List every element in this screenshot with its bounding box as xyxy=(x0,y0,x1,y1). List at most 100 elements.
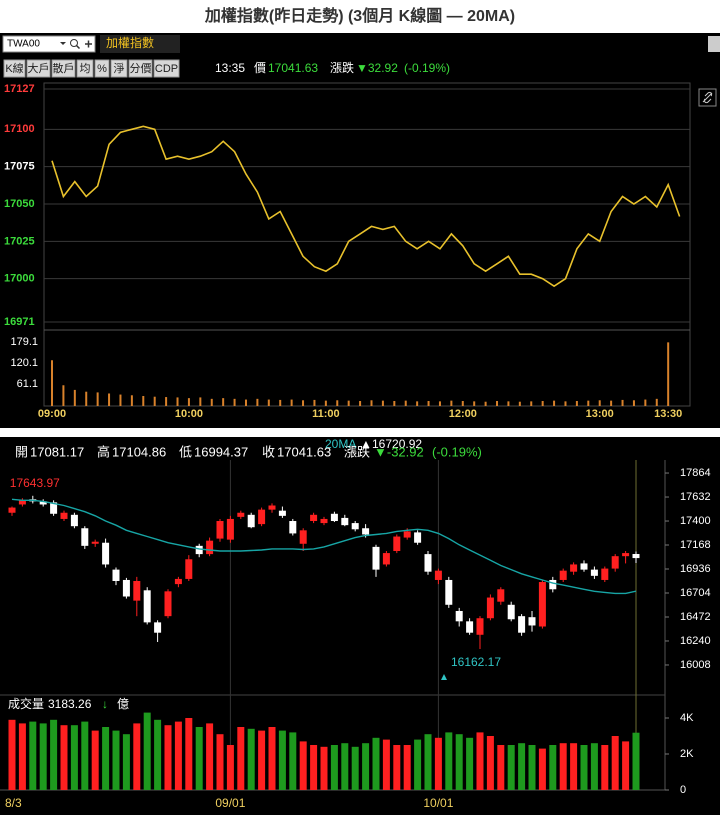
volume-bar xyxy=(587,400,590,406)
volume-bar xyxy=(414,739,422,790)
candle-body xyxy=(268,505,276,510)
link-button[interactable] xyxy=(698,88,717,107)
toolbar-button[interactable]: 均 xyxy=(76,59,94,78)
candle-body xyxy=(476,618,484,635)
candle-body xyxy=(549,579,557,590)
volume-bar xyxy=(564,401,567,406)
candle-body xyxy=(216,521,224,539)
volume-bar xyxy=(313,399,316,406)
candle-body xyxy=(102,542,110,565)
volume-bar xyxy=(610,400,613,406)
intraday-panel xyxy=(0,33,720,428)
volume-bar xyxy=(341,743,349,790)
volume-bar xyxy=(632,732,640,790)
y-tick-label: 16008 xyxy=(680,659,711,671)
intraday-frame xyxy=(43,82,691,407)
candle-body xyxy=(320,518,328,524)
ma-arrow: ▲ xyxy=(360,437,372,451)
button-face xyxy=(94,59,110,78)
volume-value: 3183.26 xyxy=(48,697,92,711)
volume-bar xyxy=(174,721,182,790)
candle-body xyxy=(278,510,286,516)
candle-body xyxy=(507,604,515,620)
volume-bar xyxy=(438,401,441,406)
volume-bar xyxy=(153,396,156,406)
toolbar-button[interactable]: 散戶 xyxy=(51,59,76,78)
volume-bar xyxy=(222,398,225,406)
y-tick-label: 0 xyxy=(680,784,686,796)
price-line xyxy=(51,125,681,288)
candle-body xyxy=(70,514,78,527)
candle-body xyxy=(466,621,474,633)
name-box[interactable] xyxy=(100,35,180,53)
volume-bar xyxy=(176,397,179,406)
button-face xyxy=(26,59,51,78)
volume-bar xyxy=(507,401,510,406)
high-value: 17104.86 xyxy=(112,444,166,459)
candle-body xyxy=(143,590,151,623)
add-icon[interactable] xyxy=(75,40,93,50)
low-annotation: 16162.17 xyxy=(451,655,501,669)
button-face xyxy=(3,59,26,78)
button-face xyxy=(76,59,94,78)
volume-bar xyxy=(621,399,624,406)
volume-bar xyxy=(416,401,419,406)
volume-bar xyxy=(237,727,245,790)
candle-body xyxy=(81,528,89,546)
candle-body xyxy=(434,570,442,580)
volume-bar xyxy=(403,745,411,790)
dropdown-icon[interactable] xyxy=(60,42,66,45)
candle-body xyxy=(174,578,182,585)
toolbar-button[interactable]: K線 xyxy=(3,59,26,78)
volume-bar xyxy=(434,737,442,790)
volume-bar xyxy=(216,734,224,790)
symbol-name: 加權指數 xyxy=(106,35,154,50)
volume-bar xyxy=(279,399,282,406)
x-tick-label: 09:00 xyxy=(38,408,66,420)
volume-bar xyxy=(382,739,390,790)
candle-body xyxy=(122,579,130,597)
y-tick-label: 17050 xyxy=(4,198,35,210)
volume-bar xyxy=(541,400,544,406)
ma-line xyxy=(11,498,637,595)
volume-bar xyxy=(347,400,350,406)
y-tick-label: 17168 xyxy=(680,539,711,551)
candle-body xyxy=(362,528,370,535)
volume-bar xyxy=(538,748,546,790)
toolbar-button[interactable]: 大戶 xyxy=(26,59,51,78)
button-face xyxy=(110,59,128,78)
toolbar-button[interactable]: % xyxy=(94,59,110,78)
candle-body xyxy=(341,517,349,526)
y-tick-label: 17400 xyxy=(680,515,711,527)
button-label: CDP xyxy=(155,63,178,75)
ma-value: 16720.92 xyxy=(372,437,422,451)
toolbar-button[interactable]: 淨 xyxy=(110,59,128,78)
volume-bar xyxy=(393,400,396,406)
volume-bar xyxy=(164,725,172,790)
y-tick-label: 16472 xyxy=(680,611,711,623)
button-face xyxy=(128,59,153,78)
volume-bar xyxy=(324,400,327,406)
search-icon[interactable] xyxy=(70,39,78,47)
volume-bar xyxy=(133,723,141,790)
menu-icon[interactable] xyxy=(708,36,720,52)
button-label: 散戶 xyxy=(53,61,75,75)
volume-bar xyxy=(466,737,474,790)
kline-panel xyxy=(0,437,720,815)
toolbar-button[interactable]: 分價 xyxy=(128,59,153,78)
volume-bar xyxy=(393,745,401,790)
volume-bar xyxy=(247,728,255,790)
candle-body xyxy=(39,501,47,505)
candle-body xyxy=(195,545,203,555)
change: ▼-32.92 xyxy=(374,444,424,459)
volume-bar xyxy=(455,734,463,790)
button-label: K線 xyxy=(5,61,23,75)
toolbar-button[interactable]: CDP xyxy=(153,59,180,78)
volume-bar xyxy=(50,719,58,790)
candle-body xyxy=(185,559,193,579)
candle-body xyxy=(112,569,120,581)
button-label: 均 xyxy=(80,62,91,75)
candle-body xyxy=(590,569,598,576)
candle-body xyxy=(424,554,432,572)
volume-unit: 億 xyxy=(117,697,129,711)
